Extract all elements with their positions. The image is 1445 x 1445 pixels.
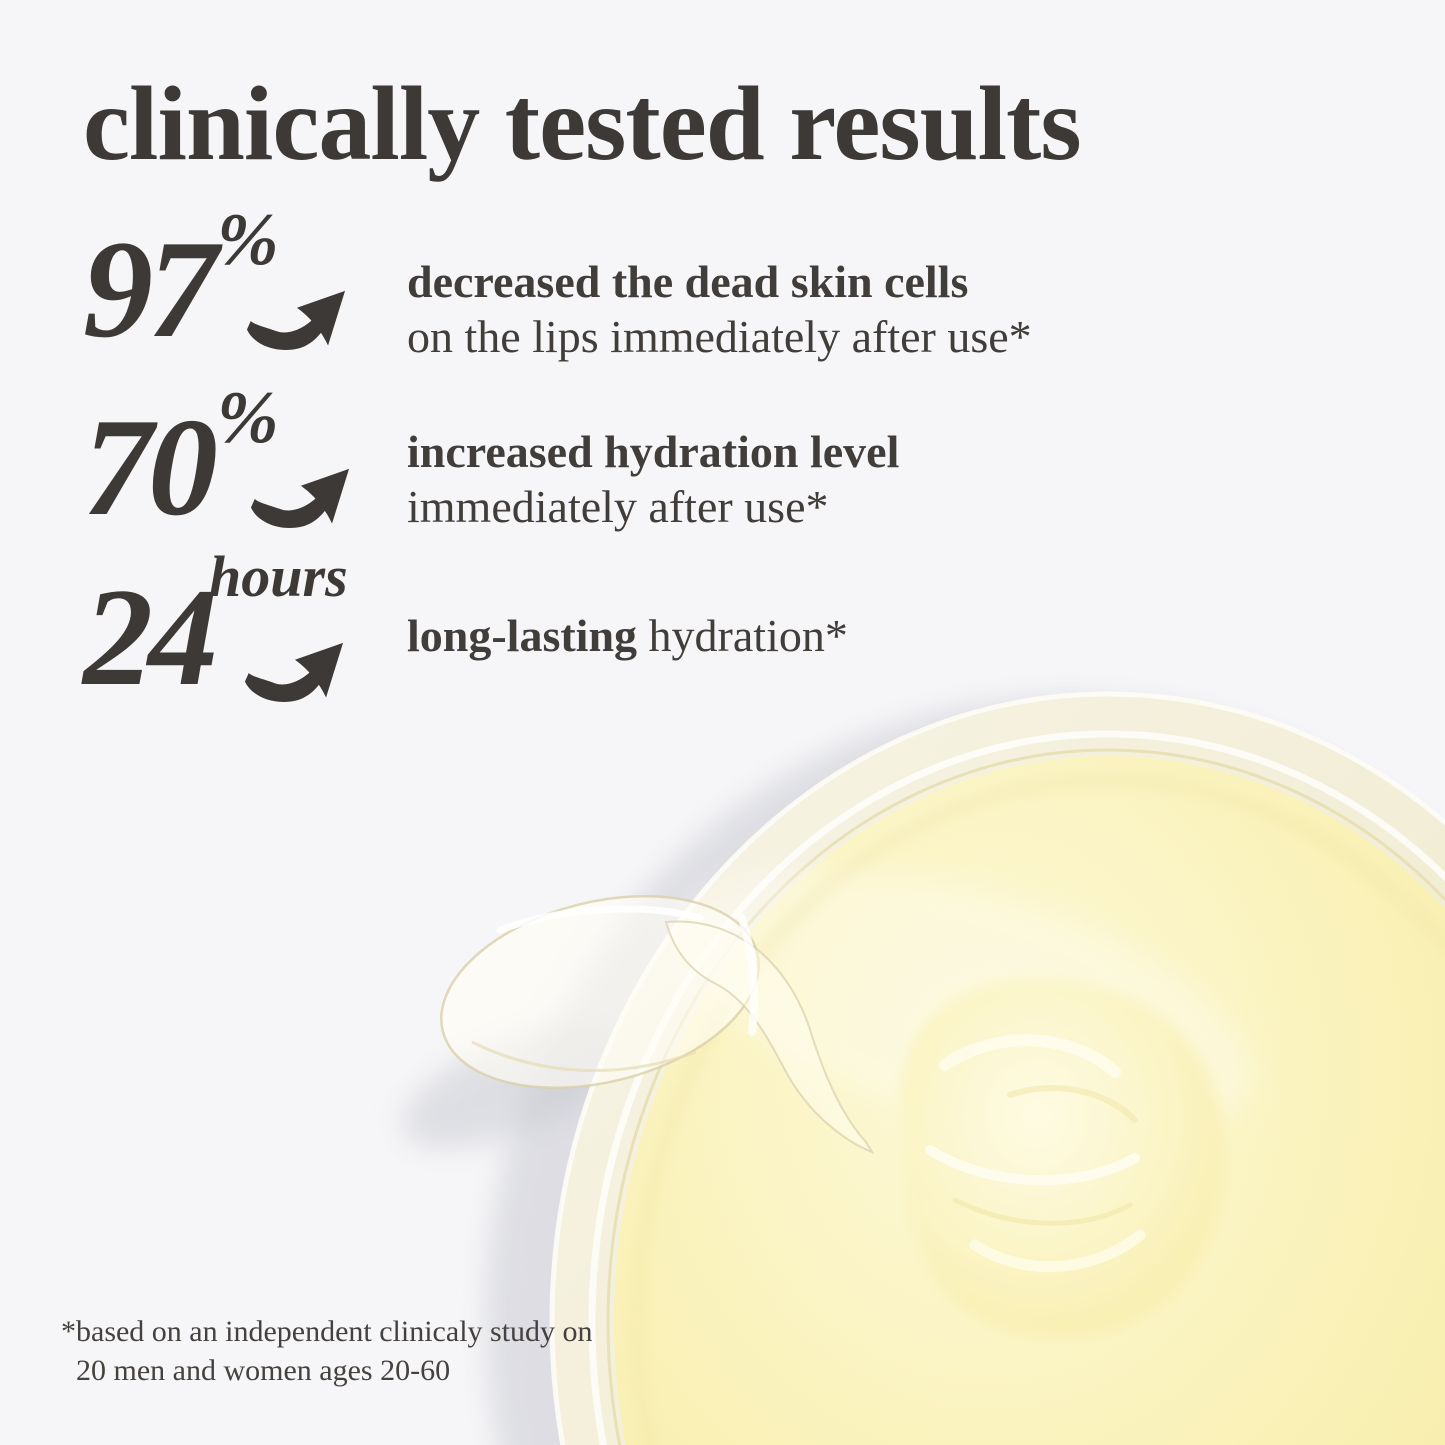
stat-description-line1: increased hydration level xyxy=(407,426,900,477)
stat-description-24: long-lasting hydration* xyxy=(407,608,848,663)
growth-arrow-icon xyxy=(250,468,350,529)
spatula xyxy=(440,895,875,1155)
page-title: clinically tested results xyxy=(83,65,1082,182)
stat-number: 97 xyxy=(83,212,218,367)
stat-description-70: increased hydration level immediately af… xyxy=(407,424,899,534)
stat-description-97: decreased the dead skin cells on the lip… xyxy=(407,254,1032,364)
growth-arrow-icon xyxy=(244,642,344,703)
hours-label: hours xyxy=(209,544,348,609)
stat-value-97: 97% xyxy=(83,203,279,360)
stat-description-line2: immediately after use* xyxy=(407,481,829,532)
stat-number: 70 xyxy=(83,390,218,545)
stat-value-70: 70% xyxy=(83,381,279,538)
footnote-line1: *based on an independent clinicaly study… xyxy=(61,1315,593,1348)
footnote-line2: 20 men and women ages 20-60 xyxy=(76,1354,451,1387)
stat-description-regular: hydration* xyxy=(637,610,848,661)
percent-sign: % xyxy=(217,199,279,281)
percent-sign: % xyxy=(217,377,279,459)
stat-description-line2: on the lips immediately after use* xyxy=(407,311,1032,362)
footnote: *based on an independent clinicaly study… xyxy=(61,1312,593,1390)
growth-arrow-icon xyxy=(246,290,346,351)
stat-description-line1: decreased the dead skin cells xyxy=(407,256,969,307)
stat-description-bold: long-lasting xyxy=(407,610,638,661)
stat-number: 24 xyxy=(83,560,218,715)
stat-value-24: 24hours xyxy=(83,548,348,708)
balm-scoop xyxy=(899,978,1226,1338)
